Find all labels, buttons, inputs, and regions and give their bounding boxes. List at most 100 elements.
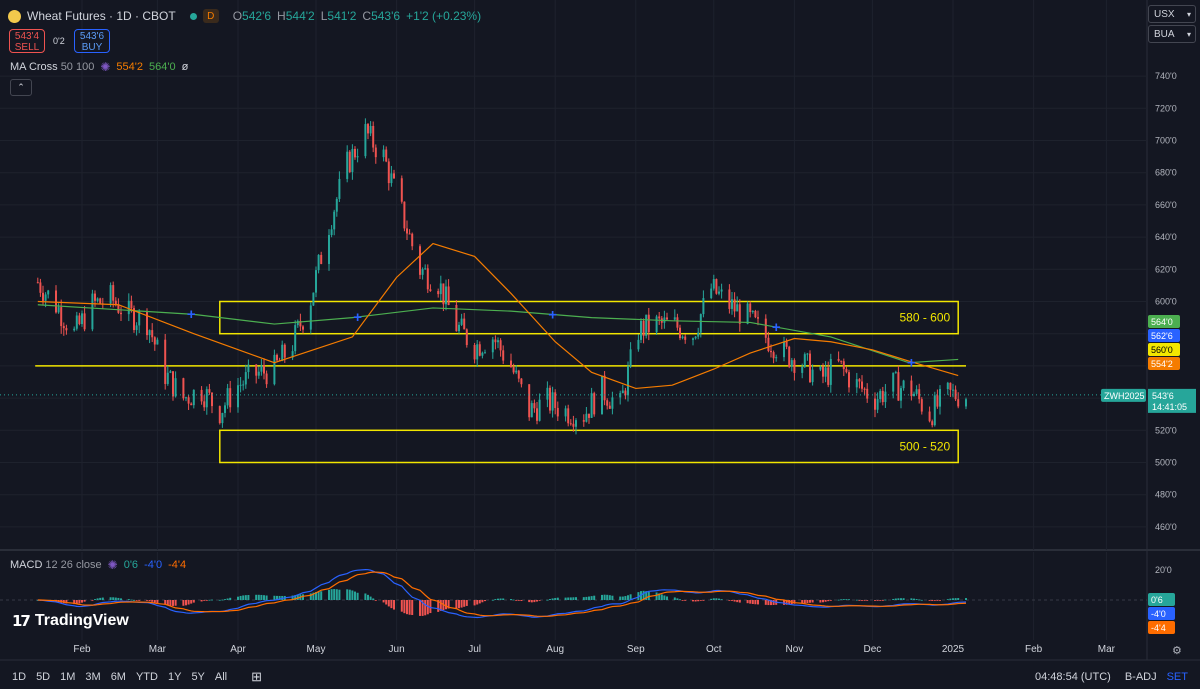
timeframe-1y[interactable]: 1Y [167, 671, 182, 683]
candle [387, 161, 390, 184]
timeframe-1m[interactable]: 1M [60, 671, 76, 683]
buy-label: BUY [81, 42, 103, 53]
scale-settings-icon[interactable]: ⚙ [1172, 645, 1182, 657]
ma-cross-legend[interactable]: MA Cross 50 100 ✺ 554'2 564'0 ø [10, 60, 188, 74]
scale-label-text: 564'0 [1151, 317, 1173, 327]
candle [520, 378, 523, 385]
candle [590, 393, 593, 418]
macd-settings-icon[interactable]: ✺ [107, 558, 118, 572]
macd-histogram-bar [255, 594, 258, 600]
macd-histogram-bar [585, 596, 588, 600]
utc-clock[interactable]: 04:48:54 (UTC) [1035, 671, 1111, 683]
candle [629, 349, 632, 367]
candle [913, 393, 915, 397]
candle [83, 313, 86, 330]
macd-histogram-bar [476, 600, 479, 605]
scale-label-badge [1148, 357, 1180, 370]
macd-histogram-bar [949, 598, 952, 600]
macd-histogram-bar [296, 594, 299, 600]
sell-button[interactable]: 543'4 SELL [9, 29, 45, 53]
macd-histogram-bar [185, 600, 187, 606]
candle [273, 354, 276, 385]
macd-histogram-bar [224, 599, 226, 600]
collapse-legend-button[interactable]: ⌃ [10, 79, 32, 96]
macd-histogram-bar [356, 592, 359, 600]
candle [819, 366, 822, 370]
currency-select[interactable]: USX ▾ [1148, 5, 1196, 23]
macd-histogram-bar [783, 600, 785, 605]
macd-histogram-bar [328, 589, 330, 600]
date-range-icon[interactable]: ⊞ [251, 669, 263, 684]
macd-histogram-bar [439, 600, 442, 611]
candle [374, 147, 377, 158]
candle [538, 399, 541, 421]
macd-histogram-bar [120, 598, 122, 600]
adjustment-toggle[interactable]: B-ADJ [1124, 671, 1157, 683]
macd-histogram-bar [863, 600, 866, 601]
macd-histogram-bar [497, 598, 499, 600]
macd-histogram-bar [400, 600, 403, 612]
macd-legend[interactable]: MACD 12 26 close ✺ 0'6 -4'0 -4'4 [10, 558, 186, 572]
candle [283, 344, 286, 358]
macd-histogram-bar [788, 600, 791, 605]
macd-histogram-bar [317, 591, 320, 600]
macd-histogram-bar [426, 600, 429, 615]
candle [172, 371, 174, 397]
candle [710, 288, 713, 299]
timeframe-6m[interactable]: 6M [110, 671, 126, 683]
macd-histogram-bar [512, 599, 515, 601]
timeframe-ytd[interactable]: YTD [135, 671, 158, 683]
macd-histogram-bar [411, 600, 414, 616]
macd-histogram-bar [715, 598, 718, 600]
y-tick-label: 620'0 [1155, 264, 1177, 274]
candle [803, 354, 806, 367]
timeframe-5d[interactable]: 5D [36, 671, 51, 683]
symbol-title[interactable]: Wheat Futures · 1D · CBOT [27, 9, 176, 23]
candle [863, 388, 866, 390]
timeframe-1d[interactable]: 1D [12, 671, 27, 683]
candle [135, 325, 138, 331]
macd-histogram-bar [75, 600, 78, 605]
macd-histogram-bar [218, 599, 221, 601]
timeframe-5y[interactable]: 5Y [191, 671, 205, 683]
candle [120, 312, 122, 315]
buy-button[interactable]: 543'6 BUY [74, 29, 110, 53]
macd-histogram-bar [699, 600, 702, 601]
macd-histogram-bar [910, 598, 913, 600]
candle [65, 328, 68, 331]
macd-scale-badge [1148, 607, 1175, 620]
candle [510, 360, 512, 368]
macd-histogram-bar [866, 600, 869, 601]
macd-histogram-bar [658, 593, 661, 600]
macd-histogram-bar [772, 600, 775, 605]
zone-box[interactable] [219, 429, 959, 464]
candle [421, 269, 424, 275]
macd-histogram-bar [946, 599, 949, 600]
macd-histogram-bar [624, 596, 627, 600]
macd-histogram-bar [608, 595, 611, 600]
candle [697, 332, 700, 337]
x-tick-label: Mar [149, 644, 167, 655]
chevron-down-icon: ▾ [1186, 10, 1191, 19]
macd-histogram-bar [827, 600, 830, 602]
candle [788, 346, 791, 367]
settlement-toggle[interactable]: SET [1166, 671, 1188, 683]
low-label: L [320, 9, 328, 23]
candle [239, 384, 242, 386]
candle [702, 298, 705, 315]
macd-histogram-bar [346, 589, 349, 600]
candle [182, 378, 185, 399]
candle [848, 372, 850, 388]
timeframe-3m[interactable]: 3M [85, 671, 101, 683]
candle [809, 353, 811, 383]
macd-histogram-bar [621, 596, 624, 600]
unit-select[interactable]: BUA ▾ [1148, 25, 1196, 43]
candle [564, 408, 567, 417]
macd-histogram-bar [463, 600, 466, 607]
macd-histogram-bar [276, 595, 278, 600]
wheat-icon [8, 9, 21, 23]
indicator-settings-icon[interactable]: ✺ [100, 60, 111, 74]
macd-scale-badge [1148, 593, 1175, 606]
timeframe-all[interactable]: All [214, 671, 228, 683]
